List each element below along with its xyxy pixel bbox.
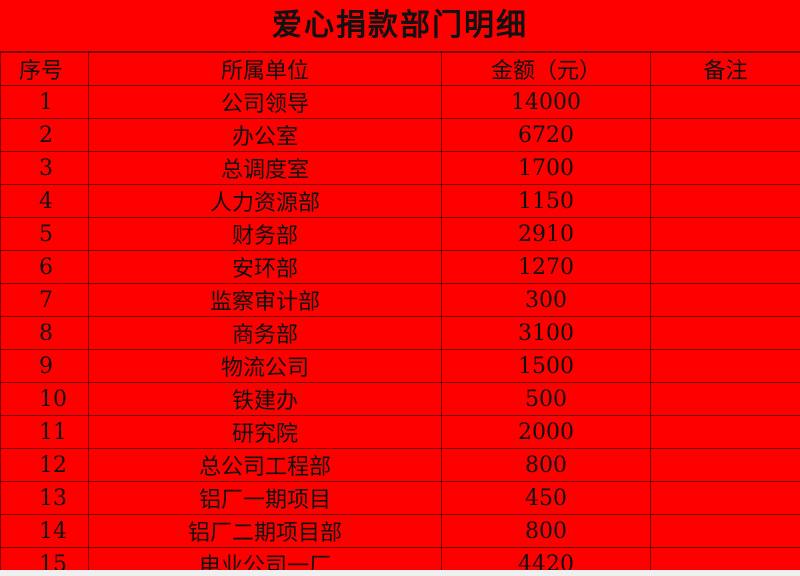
table-row: 13 铝厂一期项目 450 (0, 481, 800, 515)
table-cell: 1150 (441, 184, 651, 218)
index-cell: 9 (0, 349, 89, 383)
table-cell: 铝厂二期项目部 (88, 514, 442, 548)
remark-cell (650, 448, 800, 482)
header-cell: 备注 (650, 52, 800, 86)
table-row: 12 总公司工程部 800 (0, 448, 800, 482)
table-cell: 人力资源部 (88, 184, 442, 218)
header-row: 序号 所属单位 金额（元） 备注 (0, 52, 800, 86)
table-cell: 6720 (441, 118, 651, 152)
table-cell: 铁建办 (88, 382, 442, 416)
table-row: 3 总调度室 1700 (0, 151, 800, 185)
table-cell: 商务部 (88, 316, 442, 350)
table-cell: 安环部 (88, 250, 442, 284)
table-cell: 财务部 (88, 217, 442, 251)
index-cell: 2 (0, 118, 89, 152)
table-row: 15 电业公司一厂 4420 (0, 547, 800, 570)
table-cell: 研究院 (88, 415, 442, 449)
index-cell: 3 (0, 151, 89, 185)
index-cell: 5 (0, 217, 89, 251)
table-row: 9 物流公司 1500 (0, 349, 800, 383)
header-cell: 金额（元） (441, 52, 651, 86)
table-cell: 2910 (441, 217, 651, 251)
header-cell: 所属单位 (88, 52, 442, 86)
table-row: 4 人力资源部 1150 (0, 184, 800, 218)
index-cell: 15 (0, 547, 89, 570)
index-cell: 6 (0, 250, 89, 284)
remark-cell (650, 217, 800, 251)
remark-cell (650, 514, 800, 548)
table-cell: 500 (441, 382, 651, 416)
table-row: 11 研究院 2000 (0, 415, 800, 449)
table-cell: 办公室 (88, 118, 442, 152)
remark-cell (650, 118, 800, 152)
table-cell: 14000 (441, 85, 651, 119)
table-cell: 450 (441, 481, 651, 515)
table-body: 1 公司领导 14000 2 办公室 6720 3 总调度室 1700 4 人力资源部 1150 5 财务… (0, 85, 800, 570)
table-row: 7 监察审计部 300 (0, 283, 800, 317)
table-cell: 总调度室 (88, 151, 442, 185)
remark-cell (650, 547, 800, 570)
table-row: 6 安环部 1270 (0, 250, 800, 284)
remark-cell (650, 349, 800, 383)
table-cell: 300 (441, 283, 651, 317)
remark-cell (650, 481, 800, 515)
remark-cell (650, 85, 800, 119)
index-cell: 11 (0, 415, 89, 449)
table-cell: 800 (441, 448, 651, 482)
remark-cell (650, 283, 800, 317)
index-cell: 14 (0, 514, 89, 548)
table-cell: 电业公司一厂 (88, 547, 442, 570)
table-cell: 2000 (441, 415, 651, 449)
table-row: 14 铝厂二期项目部 800 (0, 514, 800, 548)
table-cell: 1270 (441, 250, 651, 284)
table-row: 2 办公室 6720 (0, 118, 800, 152)
index-cell: 1 (0, 85, 89, 119)
remark-cell (650, 316, 800, 350)
index-cell: 10 (0, 382, 89, 416)
header-cell: 序号 (0, 52, 89, 86)
donation-table: 序号 所属单位 金额（元） 备注 1 公司领导 14000 2 办公室 6720 3 总调度室 170… (0, 52, 800, 570)
index-cell: 8 (0, 316, 89, 350)
index-cell: 13 (0, 481, 89, 515)
table-cell: 总公司工程部 (88, 448, 442, 482)
remark-cell (650, 250, 800, 284)
table-row: 5 财务部 2910 (0, 217, 800, 251)
table-cell: 1700 (441, 151, 651, 185)
table-cell: 监察审计部 (88, 283, 442, 317)
table-row: 8 商务部 3100 (0, 316, 800, 350)
remark-cell (650, 151, 800, 185)
table-cell: 4420 (441, 547, 651, 570)
table-row: 10 铁建办 500 (0, 382, 800, 416)
index-cell: 7 (0, 283, 89, 317)
table-cell: 铝厂一期项目 (88, 481, 442, 515)
table-cell: 公司领导 (88, 85, 442, 119)
table-row: 1 公司领导 14000 (0, 85, 800, 119)
table-cell: 800 (441, 514, 651, 548)
remark-cell (650, 382, 800, 416)
table-cell: 3100 (441, 316, 651, 350)
table-cell: 物流公司 (88, 349, 442, 383)
remark-cell (650, 184, 800, 218)
remark-cell (650, 415, 800, 449)
table-cell: 1500 (441, 349, 651, 383)
index-cell: 12 (0, 448, 89, 482)
index-cell: 4 (0, 184, 89, 218)
sheet-title: 爱心捐款部门明细 (0, 0, 800, 52)
